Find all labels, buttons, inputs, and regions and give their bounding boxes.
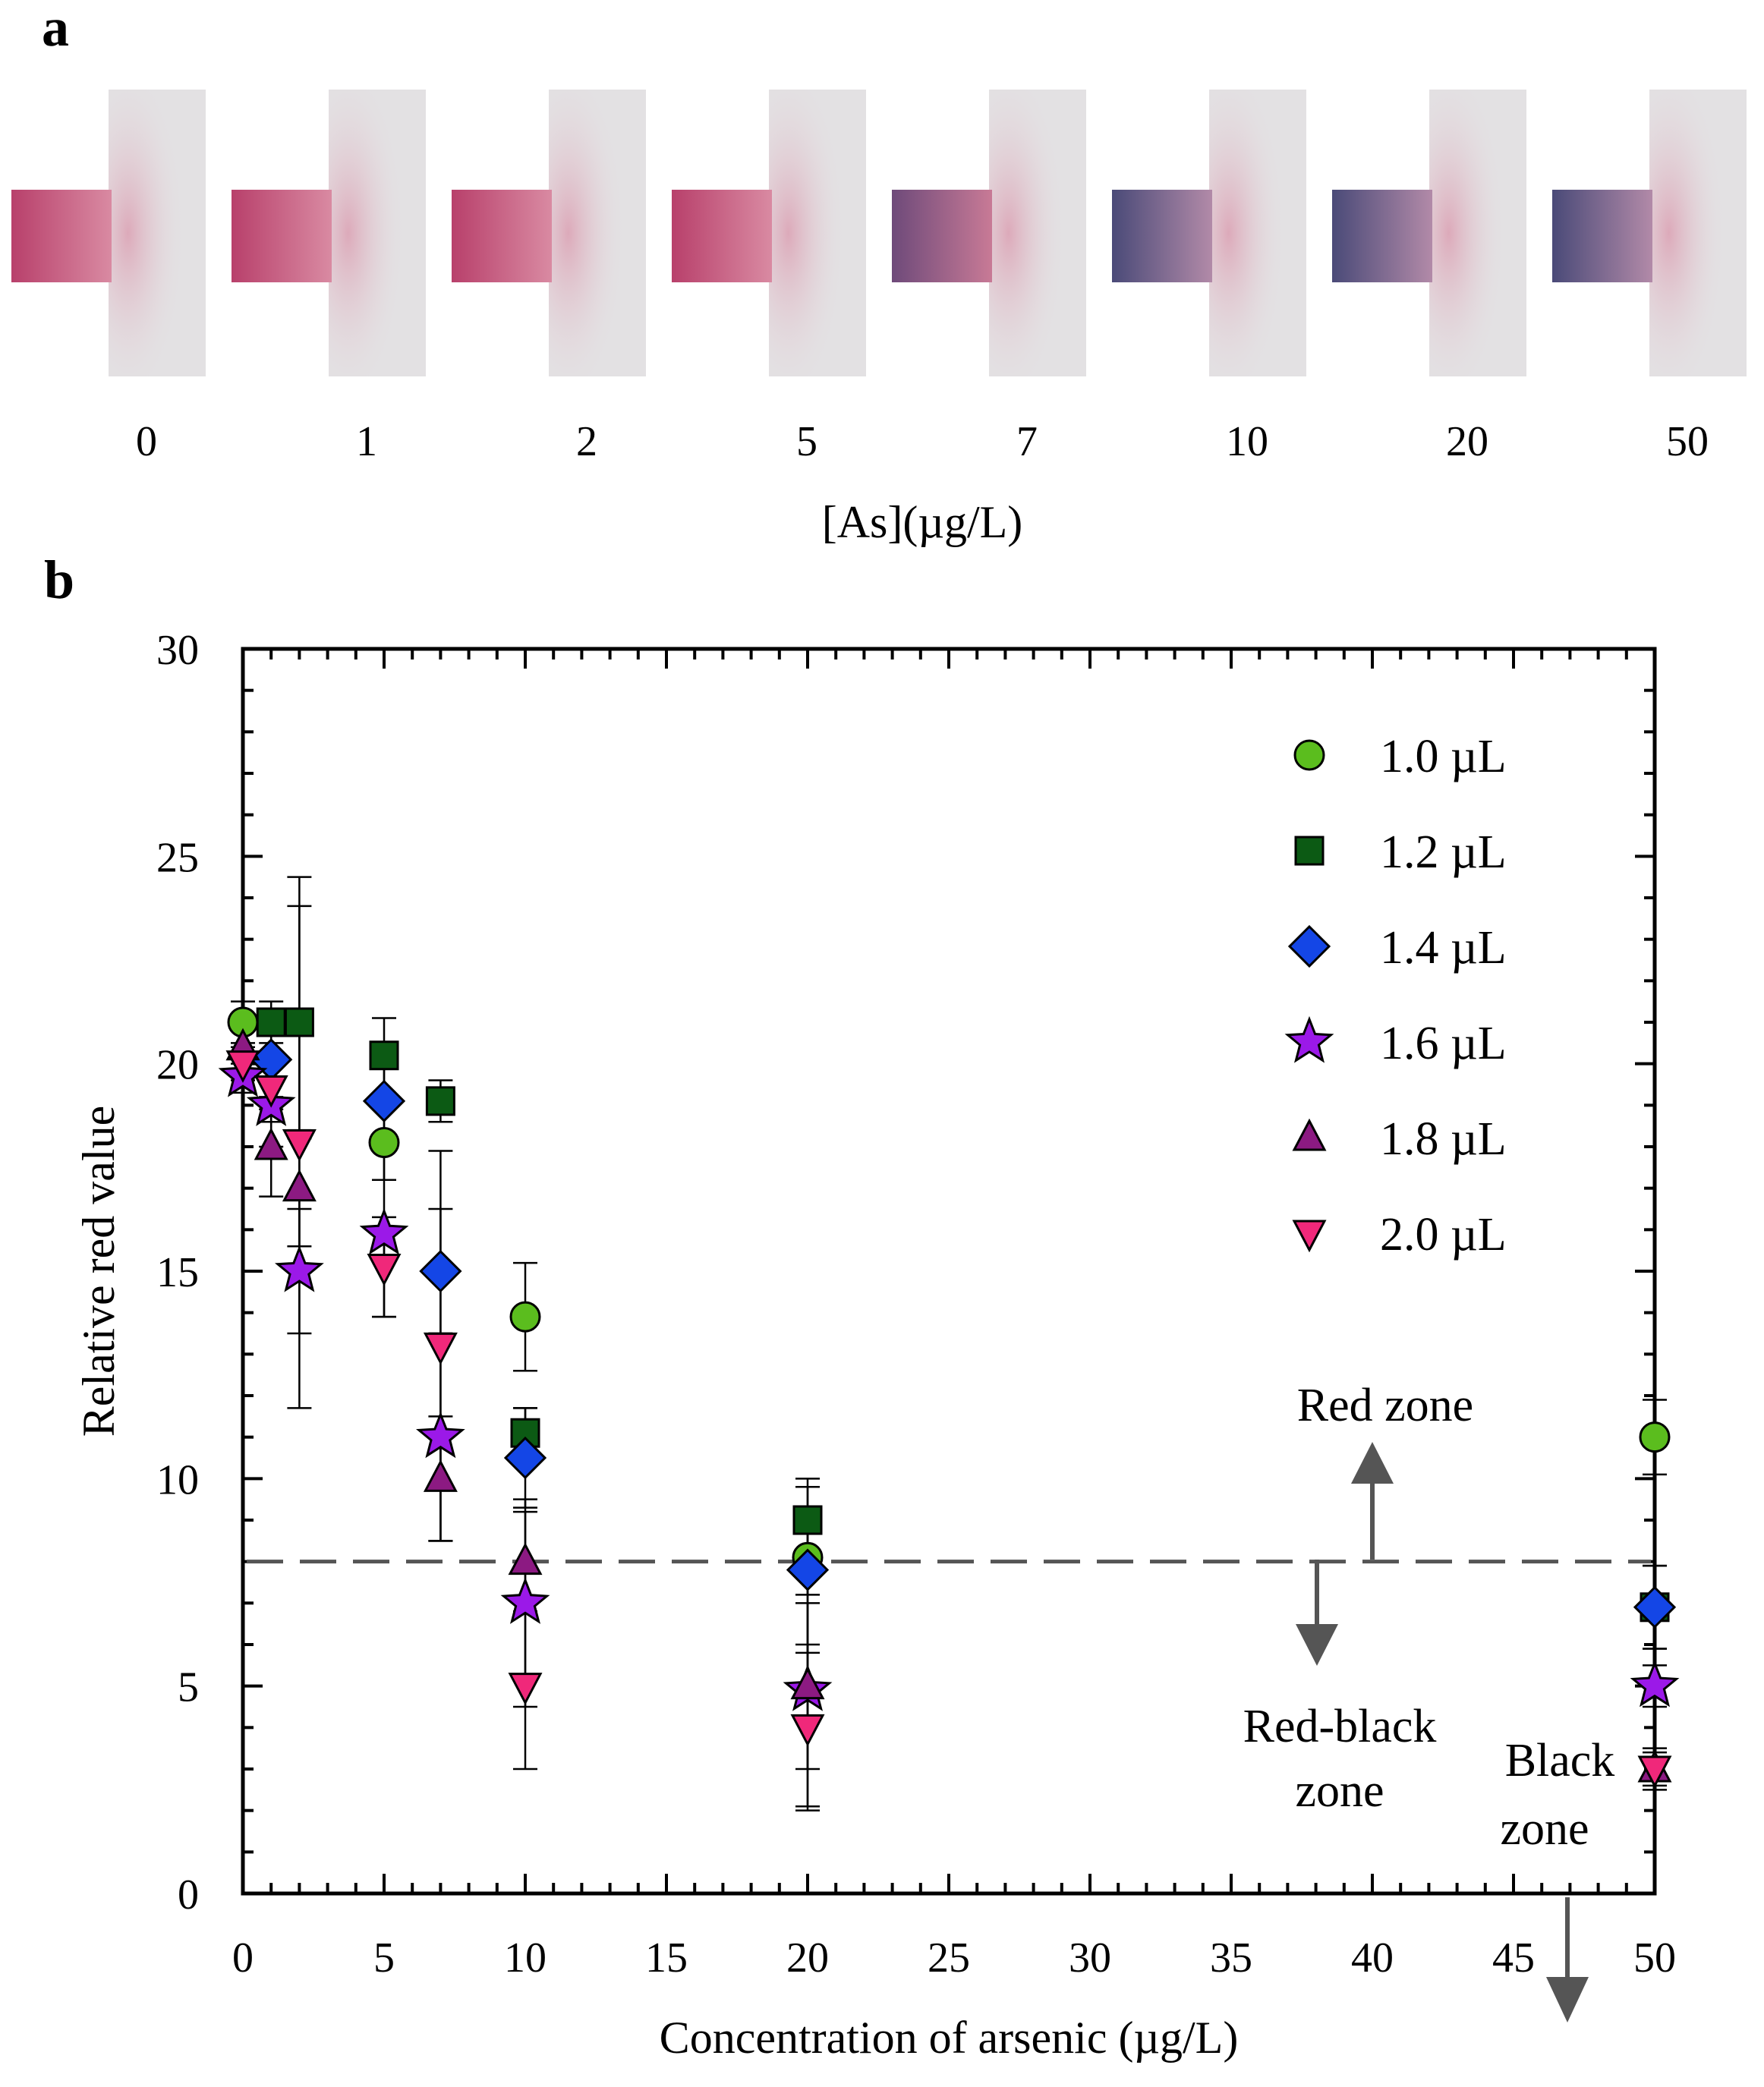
legend-label: 1.8 µL <box>1380 1113 1507 1165</box>
test-strip <box>892 90 1086 376</box>
data-point <box>282 1169 317 1202</box>
strip-label: 5 <box>796 418 817 465</box>
test-strip <box>452 90 646 376</box>
legend-marker <box>1292 1118 1327 1151</box>
test-strip <box>1552 90 1747 376</box>
test-strip <box>11 90 206 376</box>
x-tick-labels: 0 5 10 15 20 25 30 35 40 45 50 <box>232 1934 1676 1982</box>
legend-marker <box>1292 1220 1327 1253</box>
x-tick-label: 30 <box>1069 1934 1111 1982</box>
panel-a-axis-title: [As](µg/L) <box>822 497 1023 547</box>
legend-label: 1.6 µL <box>1380 1018 1507 1069</box>
strip-label: 0 <box>136 418 157 465</box>
data-point <box>416 1411 465 1459</box>
legend-label: 2.0 µL <box>1380 1209 1507 1261</box>
y-tick-label: 15 <box>156 1249 199 1296</box>
legend-marker <box>1284 1015 1334 1063</box>
red-black-zone-label-1: Red-black <box>1243 1701 1437 1752</box>
data-point <box>508 1542 543 1575</box>
y-tick-label: 0 <box>178 1871 199 1919</box>
y-tick-label: 20 <box>156 1042 199 1089</box>
data-point <box>790 1714 825 1747</box>
data-point <box>254 1075 288 1108</box>
x-tick-label: 40 <box>1351 1934 1394 1982</box>
data-point <box>423 1459 458 1492</box>
legend-label: 1.2 µL <box>1380 826 1507 878</box>
test-strip <box>232 90 426 376</box>
y-tick-labels: 0 5 10 15 20 25 30 <box>156 627 199 1919</box>
black-zone-arrow-head <box>1546 1977 1589 2022</box>
test-strip <box>1332 90 1526 376</box>
x-tick-label: 35 <box>1210 1934 1252 1982</box>
red-zone-arrow-head <box>1351 1442 1394 1484</box>
strip-labels: 0 1 2 5 7 10 20 50 <box>136 418 1709 465</box>
data-point <box>1639 1421 1671 1453</box>
test-strip <box>672 90 866 376</box>
red-black-zone-arrow-head <box>1296 1624 1338 1666</box>
y-axis-title: Relative red value <box>74 1106 124 1437</box>
x-tick-label: 5 <box>373 1934 395 1982</box>
red-black-zone-label-2: zone <box>1295 1765 1384 1817</box>
data-point <box>362 1079 406 1122</box>
data-point <box>367 1254 402 1286</box>
data-point <box>500 1577 550 1624</box>
data-point <box>282 1129 317 1162</box>
legend-marker <box>1293 739 1325 771</box>
strip-label: 50 <box>1666 418 1709 465</box>
strip-label: 7 <box>1016 418 1038 465</box>
data-point <box>284 1007 314 1037</box>
data-point <box>1637 1755 1672 1789</box>
strip-label: 1 <box>356 418 377 465</box>
data-point <box>419 1249 462 1293</box>
y-tick-label: 25 <box>156 834 199 881</box>
test-strips <box>11 90 1747 376</box>
data-point <box>254 1127 288 1160</box>
strip-label: 20 <box>1446 418 1488 465</box>
axis-ticks <box>241 647 1656 1895</box>
data-point <box>368 1127 400 1159</box>
data-point <box>503 1436 547 1480</box>
test-strip <box>1112 90 1306 376</box>
data-point <box>792 1505 823 1535</box>
legend-marker <box>1287 924 1331 968</box>
data-point <box>359 1207 409 1255</box>
data-point <box>425 1086 455 1116</box>
data-point <box>369 1040 399 1071</box>
data-point <box>274 1245 324 1292</box>
red-zone-label: Red zone <box>1297 1380 1473 1431</box>
data-point <box>1633 1585 1677 1629</box>
x-tick-label: 10 <box>504 1934 547 1982</box>
y-tick-label: 10 <box>156 1456 199 1503</box>
data-markers <box>218 1006 1680 1789</box>
data-point <box>423 1332 458 1365</box>
x-tick-label: 45 <box>1492 1934 1535 1982</box>
data-point <box>225 1050 260 1083</box>
legend-marker <box>1294 836 1325 866</box>
strip-label: 2 <box>576 418 597 465</box>
legend-label: 1.4 µL <box>1380 922 1507 974</box>
x-tick-label: 25 <box>928 1934 970 1982</box>
y-tick-label: 30 <box>156 627 199 674</box>
legend-label: 1.0 µL <box>1380 731 1507 782</box>
panel-b-label: b <box>44 549 74 610</box>
x-tick-label: 15 <box>645 1934 688 1982</box>
data-point <box>256 1007 286 1037</box>
strip-label: 10 <box>1226 418 1268 465</box>
x-tick-label: 50 <box>1633 1934 1676 1982</box>
data-point <box>1630 1660 1680 1708</box>
data-point <box>509 1301 541 1333</box>
data-point <box>786 1548 830 1591</box>
panel-a-label: a <box>42 0 69 58</box>
y-tick-label: 5 <box>178 1664 199 1711</box>
legend: 1.0 µL 1.2 µL 1.4 µL 1.6 µL 1.8 µL 2.0 µL <box>1284 731 1507 1261</box>
x-tick-label: 20 <box>786 1934 829 1982</box>
x-axis-title: Concentration of arsenic (µg/L) <box>660 2013 1239 2063</box>
black-zone-label-2: zone <box>1500 1803 1589 1855</box>
black-zone-label-1: Black <box>1505 1735 1615 1786</box>
data-point <box>790 1667 825 1700</box>
data-point <box>508 1673 543 1705</box>
x-tick-label: 0 <box>232 1934 254 1982</box>
